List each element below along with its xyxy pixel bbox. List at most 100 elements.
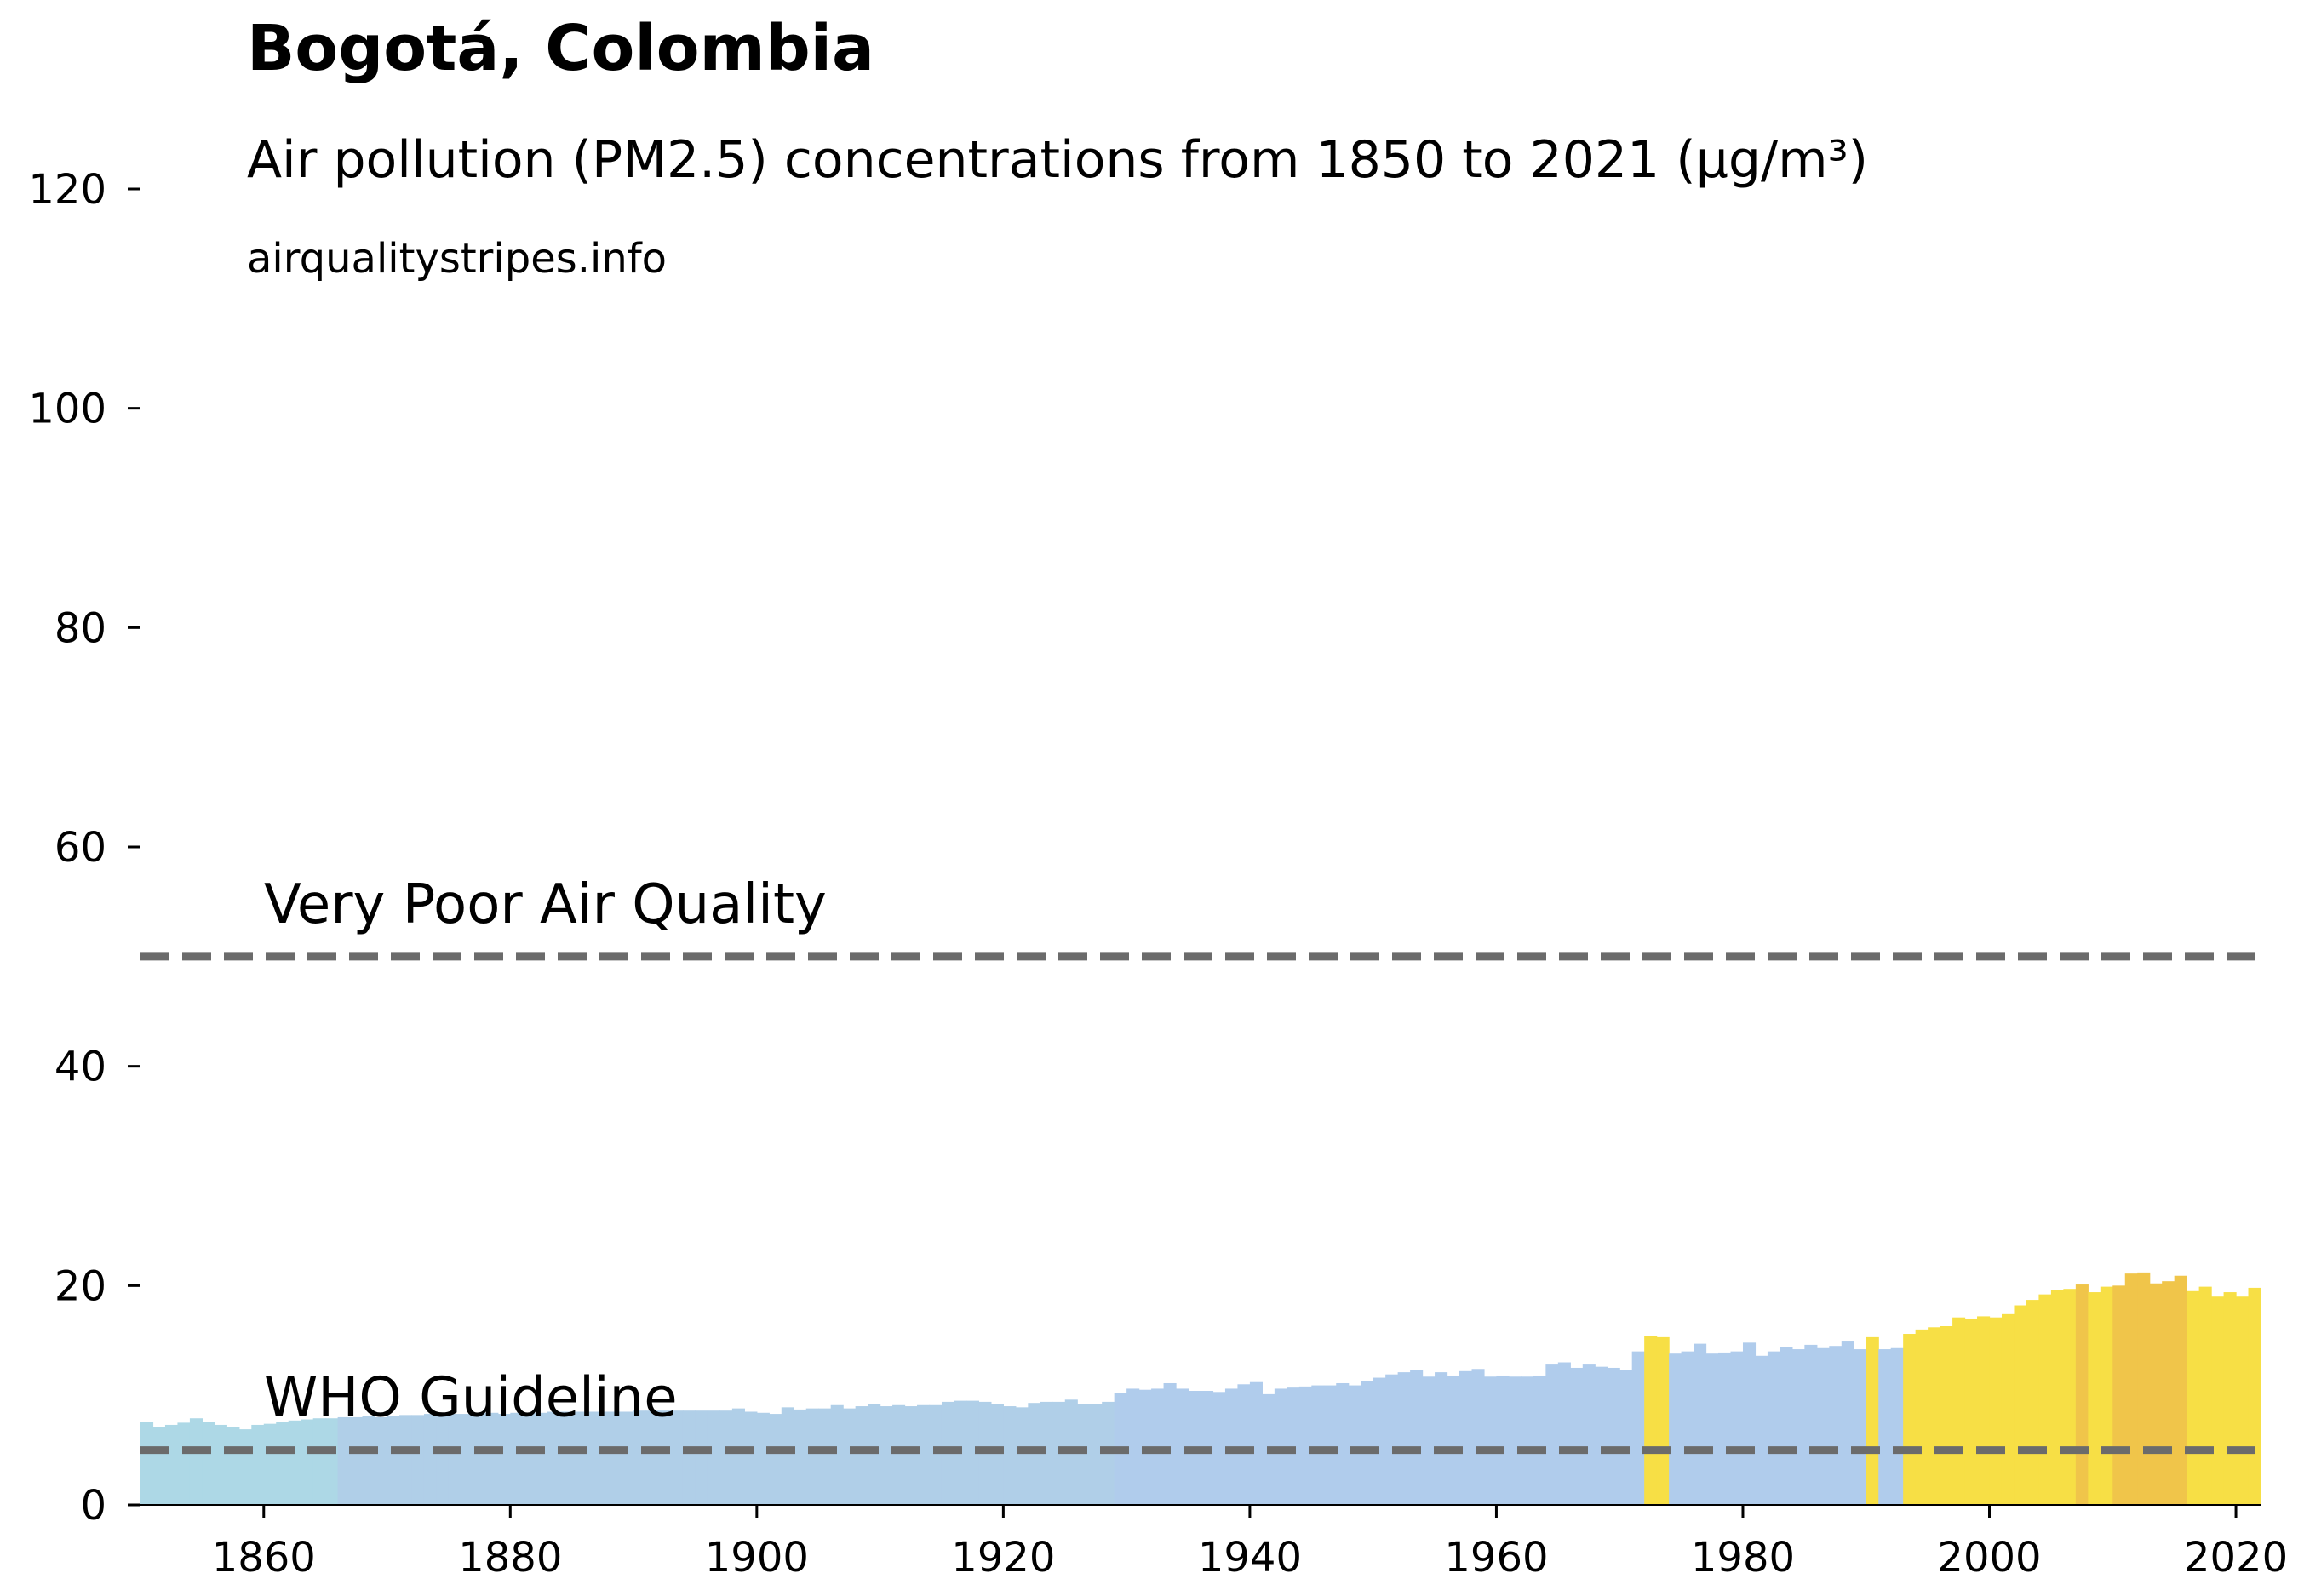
bar-1910 [880,1406,893,1505]
bar-1958 [1471,1369,1485,1505]
bar-1950 [1373,1377,1386,1505]
bar-1963 [1533,1375,1546,1505]
bar-2005 [2050,1290,2064,1505]
bar-2007 [2075,1284,2089,1505]
bar-1867 [350,1416,364,1505]
bar-1965 [1557,1362,1571,1505]
bar-1876 [461,1414,474,1505]
bar-1870 [387,1416,400,1505]
bar-1998 [1964,1318,1978,1505]
bar-1976 [1694,1343,1707,1505]
bar-1857 [226,1427,240,1505]
bar-1986 [1816,1347,1830,1505]
bar-1967 [1582,1364,1596,1505]
bar-1919 [990,1404,1004,1505]
bar-1902 [781,1407,794,1505]
bar-1860 [263,1423,277,1505]
bar-1953 [1410,1370,1424,1505]
bar-1909 [868,1404,881,1505]
bar-1863 [301,1419,314,1505]
bar-1961 [1508,1376,1522,1505]
bar-1951 [1385,1374,1399,1505]
bar-1974 [1669,1353,1682,1505]
bar-1948 [1348,1385,1361,1505]
bar-1868 [362,1416,375,1505]
bar-1892 [658,1410,672,1505]
bar-1996 [1940,1326,1953,1505]
bar-1946 [1323,1385,1337,1505]
bar-1905 [818,1408,832,1505]
bar-1930 [1126,1388,1140,1505]
bar-1878 [485,1412,499,1505]
bar-2011 [2124,1273,2138,1505]
bar-1960 [1496,1375,1510,1505]
bar-1904 [805,1408,819,1505]
bar-1908 [855,1406,868,1505]
bar-2008 [2088,1292,2101,1505]
bar-1933 [1163,1382,1177,1505]
bar-1903 [794,1409,807,1505]
bar-2000 [1989,1317,2003,1505]
bar-1865 [325,1418,339,1505]
bar-1911 [892,1404,906,1505]
bar-2010 [2112,1285,2126,1505]
bar-1979 [1730,1351,1744,1505]
bar-1984 [1791,1349,1805,1505]
bar-1968 [1595,1366,1608,1505]
reference-label-0: Very Poor Air Quality [264,873,827,936]
bar-2019 [2223,1292,2237,1505]
axes: 0 20 40 60 80 100 120 1860 1880 1900 1920 1940 1960 1… [28,166,2288,1582]
bar-2002 [2014,1305,2027,1505]
bar-1858 [238,1429,252,1505]
bar-1926 [1077,1404,1091,1505]
bar-1969 [1607,1367,1620,1505]
bar-1956 [1447,1375,1460,1505]
bar-1947 [1336,1382,1350,1505]
bar-1939 [1237,1384,1251,1505]
bar-1893 [670,1410,684,1505]
bar-1901 [769,1414,782,1505]
x-tick-label-2020: 2020 [2184,1534,2288,1582]
bar-2012 [2137,1272,2151,1505]
x-tick-label-1860: 1860 [212,1534,316,1582]
bar-1982 [1767,1351,1781,1505]
chart-source: airqualitystripes.info [247,235,667,283]
bar-1883 [547,1411,560,1505]
bar-1997 [1952,1317,1966,1505]
bar-1888 [609,1411,622,1505]
bar-1949 [1361,1381,1374,1505]
bar-1971 [1631,1351,1645,1505]
bar-1855 [202,1422,215,1505]
reference-lines: Very Poor Air Quality WHO Guideline [140,873,2261,1455]
bar-1921 [1015,1407,1029,1505]
bar-1899 [744,1411,758,1505]
bar-1975 [1681,1351,1694,1505]
chart-title: Bogotá, Colombia [247,12,874,85]
bar-1880 [510,1412,524,1505]
bar-1945 [1311,1385,1325,1505]
bar-1922 [1028,1403,1041,1505]
bar-1973 [1656,1336,1670,1505]
bar-1872 [411,1415,425,1505]
bar-1854 [189,1418,203,1505]
bar-1995 [1928,1327,1941,1505]
bar-1954 [1422,1376,1436,1505]
y-tick-label-60: 60 [54,824,106,872]
bar-1990 [1866,1336,1879,1505]
bar-1879 [497,1414,511,1505]
bar-1912 [904,1406,918,1505]
bar-1906 [830,1404,844,1505]
x-tick-label-1920: 1920 [951,1534,1055,1582]
reference-label-1: WHO Guideline [264,1367,678,1430]
bar-2004 [2038,1294,2052,1505]
bar-1957 [1459,1370,1473,1505]
bar-1884 [559,1411,573,1505]
bar-1856 [214,1424,227,1505]
bar-1985 [1804,1344,1818,1505]
bar-2018 [2211,1296,2225,1505]
bar-1898 [731,1408,745,1505]
bar-1940 [1249,1381,1263,1505]
y-tick-label-100: 100 [28,386,106,433]
bar-2017 [2198,1286,2212,1505]
y-tick-label-120: 120 [28,166,106,214]
